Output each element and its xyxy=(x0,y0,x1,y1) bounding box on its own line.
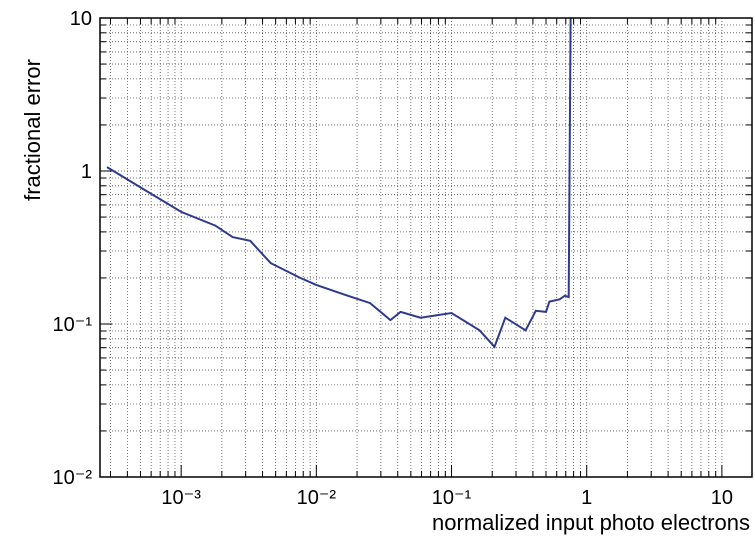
y-tick-label: 1 xyxy=(81,161,92,183)
plot-frame xyxy=(99,17,753,478)
x-tick-label: 10⁻² xyxy=(297,487,337,509)
x-tick-label: 10⁻¹ xyxy=(432,487,472,509)
grid xyxy=(100,17,752,478)
x-tick-label: 1 xyxy=(581,487,592,509)
x-axis-label: normalized input photo electrons xyxy=(432,510,750,535)
y-tick-label: 10⁻¹ xyxy=(53,314,93,336)
x-tick-label: 10 xyxy=(711,487,733,509)
plot xyxy=(106,18,572,349)
y-tick-label: 10⁻² xyxy=(53,467,93,489)
y-axis-label: fractional error xyxy=(20,59,45,201)
data-line xyxy=(106,18,572,349)
y-tick-label: 10 xyxy=(70,8,92,30)
x-tick-label: 10⁻³ xyxy=(161,487,201,509)
